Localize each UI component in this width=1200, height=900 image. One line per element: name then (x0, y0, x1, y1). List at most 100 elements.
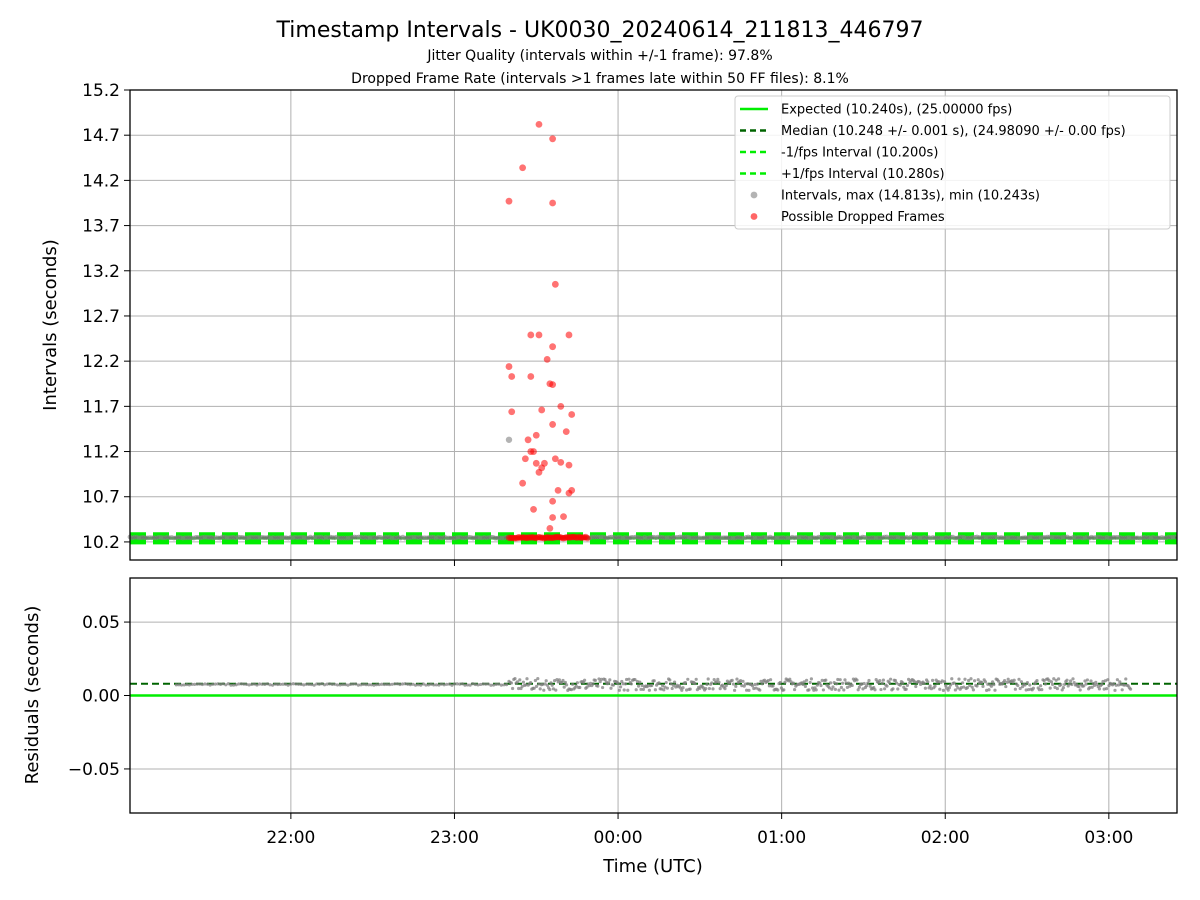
residual-point (538, 687, 542, 691)
residual-point (759, 679, 763, 683)
residual-point (239, 682, 243, 686)
dropped-frame-point (549, 421, 557, 428)
residual-point (1128, 687, 1133, 691)
residual-point (827, 686, 831, 690)
residual-point (1090, 685, 1094, 689)
legend-dropped-marker-icon (750, 213, 758, 220)
residual-point (771, 684, 775, 688)
residual-point (372, 683, 376, 687)
residual-point (940, 679, 944, 683)
residuals-x-axis-label: Time (UTC) (602, 856, 703, 877)
residual-point (1116, 683, 1121, 687)
legend-box (734, 95, 1171, 230)
residual-point (1067, 682, 1071, 686)
residual-point (755, 682, 759, 686)
residual-point (400, 682, 405, 686)
residual-point (629, 682, 633, 686)
residual-point (1031, 686, 1035, 690)
residual-point (221, 682, 225, 686)
dropped-frame-point (527, 331, 535, 339)
residual-point (833, 687, 837, 692)
residual-point (377, 682, 381, 687)
intervals-points (127, 120, 1178, 542)
dropped-frame-point (546, 524, 554, 532)
residual-point (465, 683, 470, 687)
residual-point (569, 688, 573, 692)
dropped-frame-point (549, 343, 557, 351)
residuals-panel: −0.05 0.00 0.05 22:00 23:00 00:00 01:00 02:00 0… (22, 577, 1178, 877)
dropped-frame-point (524, 436, 532, 444)
residuals-y-ticks: −0.05 0.00 0.05 (68, 613, 130, 780)
dropped-frame-point (508, 408, 516, 416)
residual-point (809, 677, 813, 681)
residual-point (917, 680, 921, 684)
residual-point (694, 677, 698, 681)
residual-point (837, 688, 841, 692)
residual-point (928, 684, 932, 688)
residual-point (732, 688, 737, 692)
dropped-frame-point (530, 448, 537, 455)
residual-point (802, 680, 806, 684)
residual-point (888, 677, 893, 681)
residual-point (1025, 680, 1029, 685)
residual-point (439, 682, 444, 686)
residual-point (421, 682, 425, 686)
residual-point (1088, 685, 1092, 690)
residual-point (177, 683, 181, 687)
residual-point (211, 682, 215, 686)
residual-point (1024, 688, 1028, 692)
residual-point (518, 678, 522, 682)
residual-point (616, 681, 620, 685)
residual-point (972, 679, 977, 683)
intervals-y-tick-label: 14.7 (82, 126, 120, 146)
chart-subtitle-dropped: Dropped Frame Rate (intervals >1 frames … (351, 71, 849, 87)
residual-point (265, 682, 269, 686)
residual-point (896, 687, 900, 691)
legend-entry-label: Possible Dropped Frames (781, 210, 945, 225)
interval-point (1172, 534, 1178, 540)
residual-point (838, 678, 842, 682)
residual-point (524, 683, 528, 687)
dropped-frame-point (543, 355, 551, 363)
residual-point (562, 685, 566, 689)
residual-point (662, 688, 666, 692)
residual-point (843, 678, 847, 682)
residual-point (1005, 680, 1009, 684)
residual-point (975, 684, 979, 688)
residual-point (1059, 682, 1063, 687)
residual-point (296, 682, 301, 686)
residual-point (424, 683, 428, 687)
residual-point (839, 685, 843, 690)
residual-point (268, 683, 272, 687)
residual-point (593, 678, 597, 682)
residual-point (758, 688, 762, 692)
residual-point (944, 684, 948, 688)
residual-point (767, 684, 771, 688)
intervals-y-axis-label: Intervals (seconds) (40, 239, 61, 411)
residual-point (617, 688, 621, 692)
residual-point (534, 684, 539, 689)
residual-point (200, 682, 204, 687)
residual-point (731, 682, 735, 686)
residual-point (563, 680, 567, 685)
residual-point (624, 677, 629, 682)
residual-point (252, 682, 256, 686)
residual-point (315, 682, 319, 686)
residual-point (551, 687, 555, 691)
residual-point (680, 688, 684, 692)
residual-point (641, 687, 645, 692)
legend-entry-label: Median (10.248 +/- 0.001 s), (24.98090 +… (781, 124, 1126, 139)
residual-point (302, 683, 306, 687)
residual-point (554, 688, 558, 692)
dropped-frame-point (549, 135, 557, 143)
dropped-frame-point (521, 455, 529, 463)
dropped-frame-point (505, 197, 513, 205)
residual-point (609, 686, 613, 690)
residual-point (923, 686, 927, 690)
dropped-frame-point (535, 120, 543, 128)
residual-point (855, 678, 859, 682)
residual-point (294, 682, 298, 686)
residual-point (1115, 678, 1119, 682)
residual-point (437, 683, 441, 687)
residual-point (1017, 677, 1021, 681)
